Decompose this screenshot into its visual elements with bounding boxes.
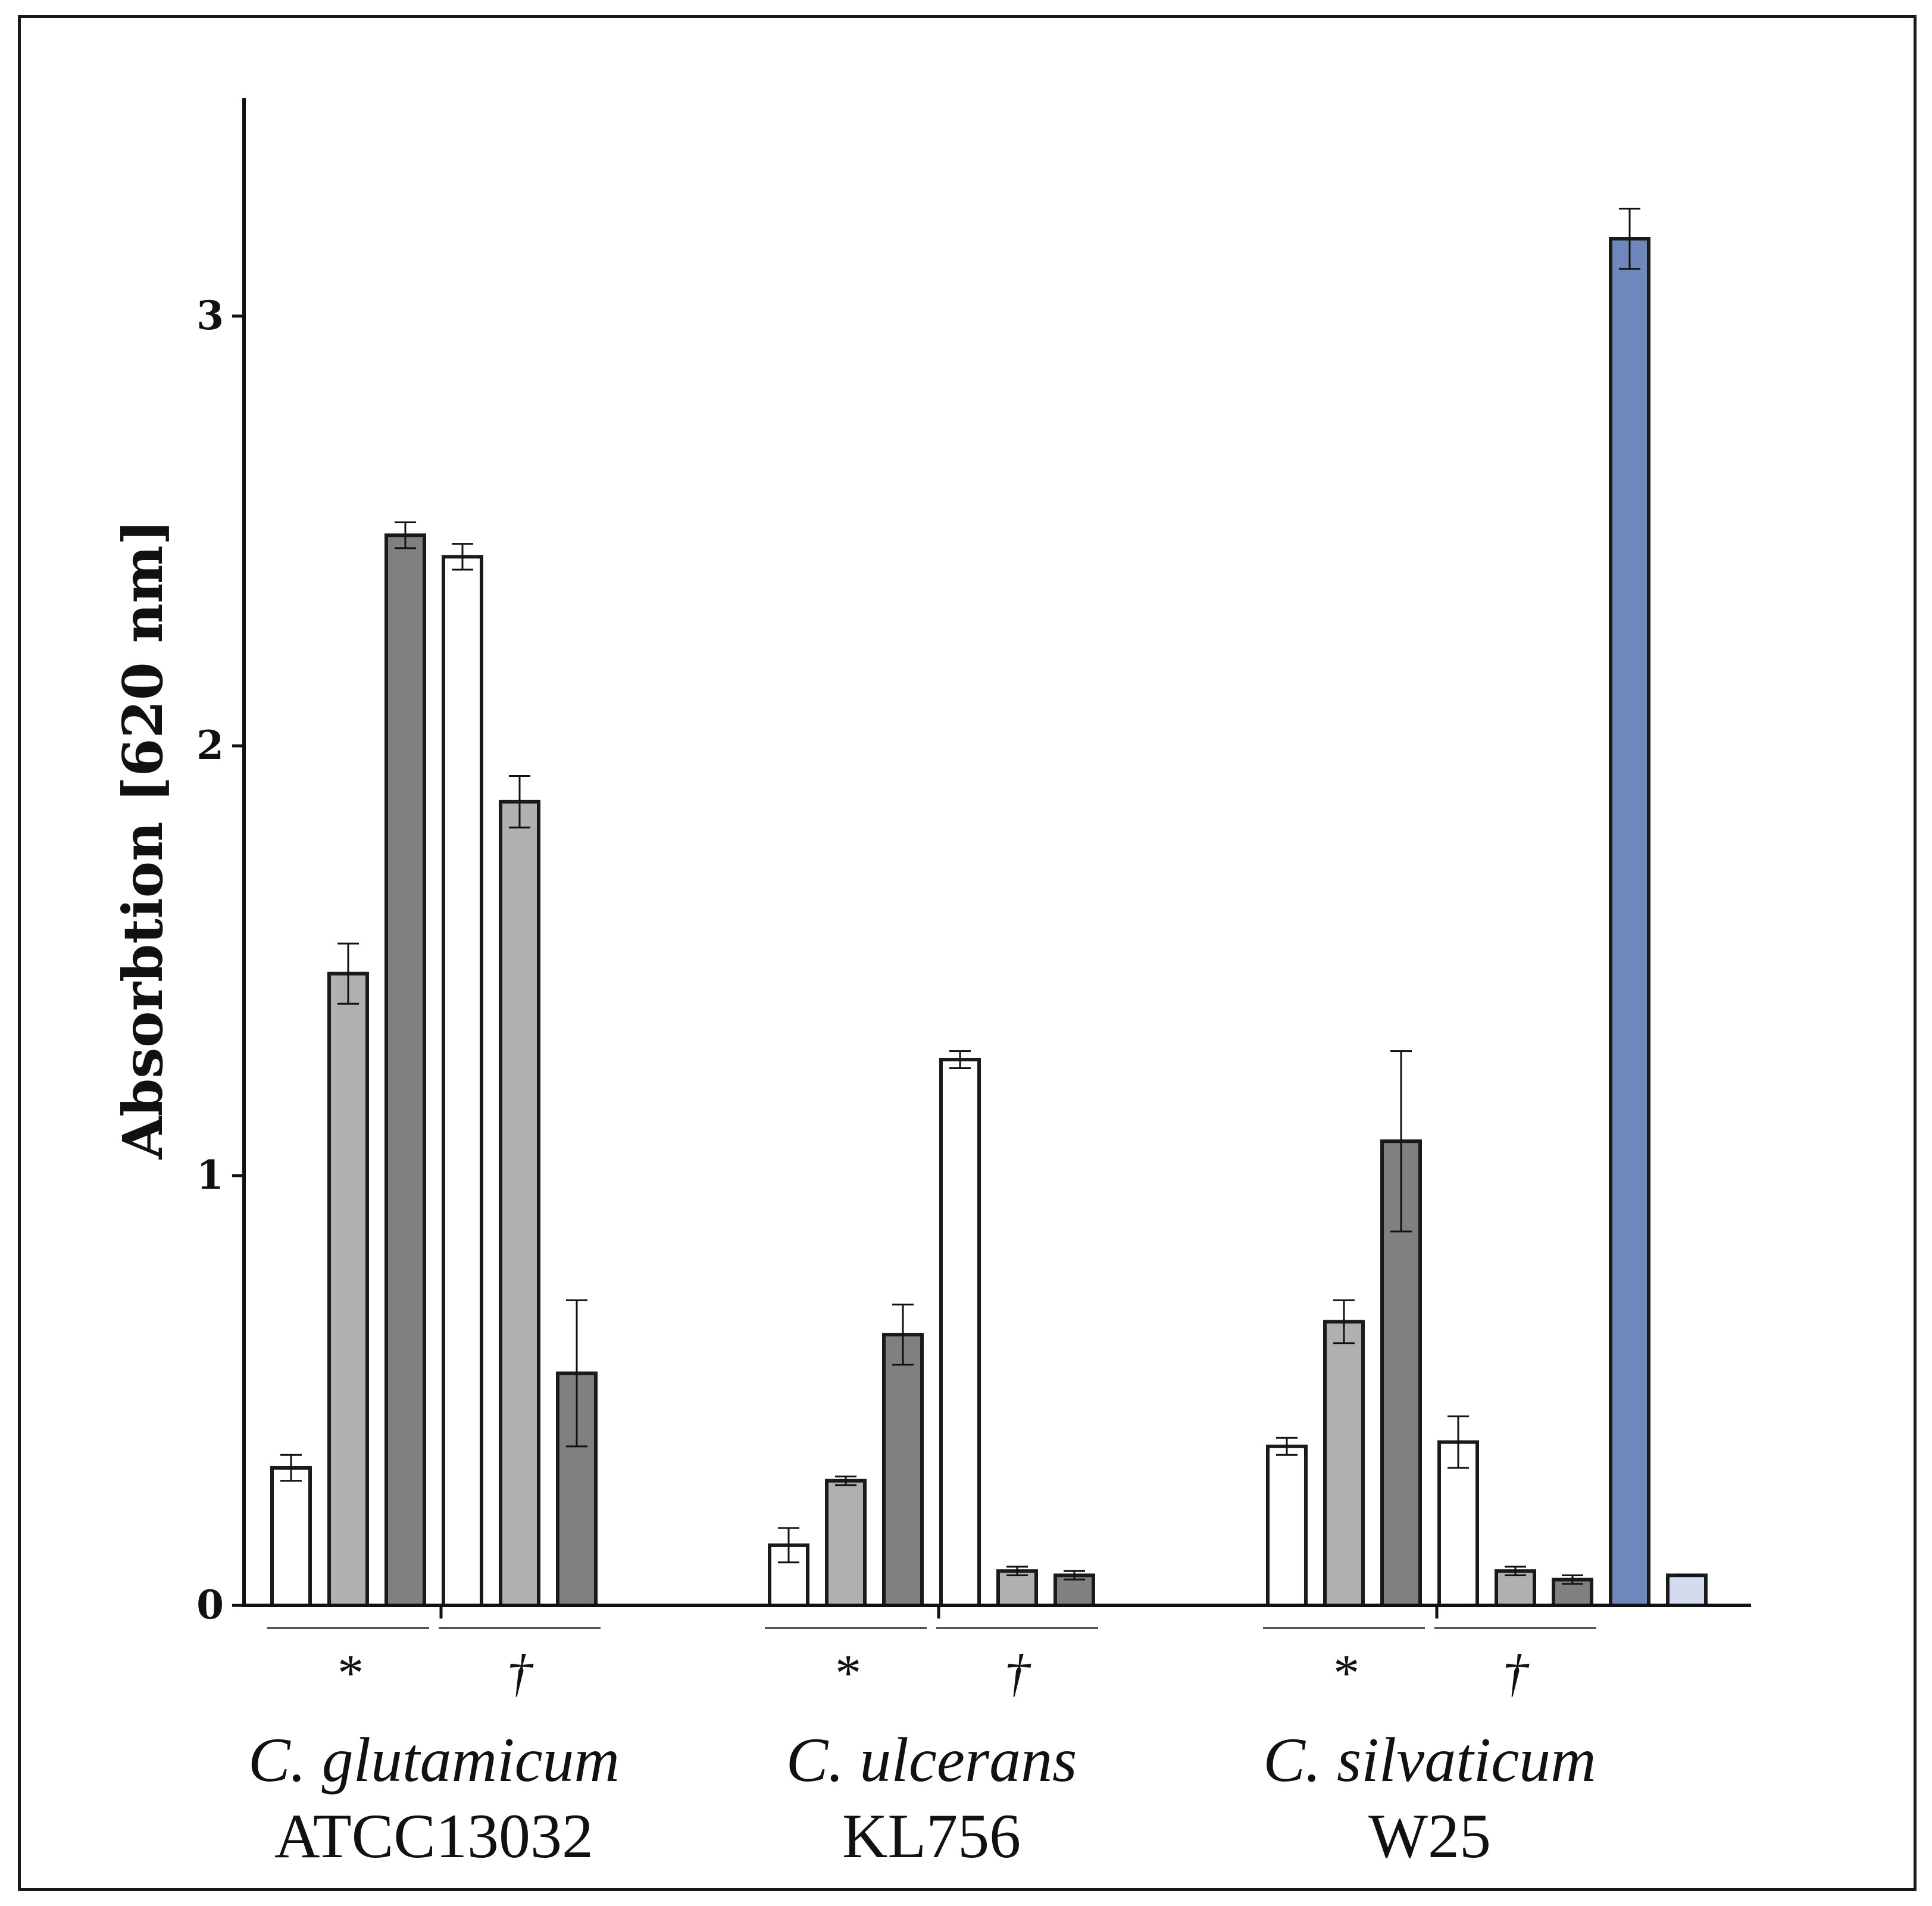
bar-group bbox=[270, 521, 598, 1608]
subgroup-symbol: † bbox=[1004, 1645, 1031, 1702]
group-name-label: C. glutamicum bbox=[248, 1725, 620, 1795]
y-ticks-layer: 0 1 2 3 bbox=[196, 292, 244, 1628]
subgroup-symbol: * bbox=[833, 1645, 859, 1702]
subgroup-symbol: † bbox=[1502, 1645, 1530, 1702]
bar-group bbox=[1266, 208, 1708, 1608]
group-name-label: C. silvaticum bbox=[1263, 1725, 1596, 1795]
bar bbox=[1323, 1320, 1365, 1607]
bar bbox=[882, 1333, 924, 1607]
bar bbox=[939, 1058, 981, 1608]
group-name-label: C. ulcerans bbox=[786, 1725, 1077, 1795]
bars-layer bbox=[270, 208, 1708, 1608]
subgroup-symbol: * bbox=[1331, 1645, 1357, 1702]
y-tick-label: 0 bbox=[196, 1582, 224, 1628]
bar bbox=[499, 799, 540, 1607]
y-tick-label: 1 bbox=[196, 1152, 224, 1198]
bar bbox=[1437, 1440, 1479, 1607]
bar bbox=[1266, 1444, 1308, 1608]
bar bbox=[327, 971, 369, 1607]
bar bbox=[1609, 237, 1650, 1607]
bar bbox=[825, 1479, 867, 1608]
group-strain-label: ATCC13032 bbox=[274, 1801, 593, 1871]
subgroup-symbol: † bbox=[507, 1645, 534, 1702]
axes-layer bbox=[242, 98, 1751, 1607]
bar bbox=[384, 533, 426, 1607]
y-tick-label: 2 bbox=[196, 722, 224, 768]
bar bbox=[1666, 1573, 1708, 1607]
bar-group bbox=[768, 1050, 1095, 1608]
y-axis-title: Absorbtion [620 nm] bbox=[111, 520, 175, 1160]
subgroup-symbol: * bbox=[335, 1645, 361, 1702]
bar bbox=[442, 555, 483, 1608]
group-strain-label: KL756 bbox=[842, 1801, 1021, 1871]
group-strain-label: W25 bbox=[1368, 1801, 1491, 1871]
y-tick-label: 3 bbox=[196, 292, 224, 339]
bar bbox=[270, 1466, 312, 1607]
